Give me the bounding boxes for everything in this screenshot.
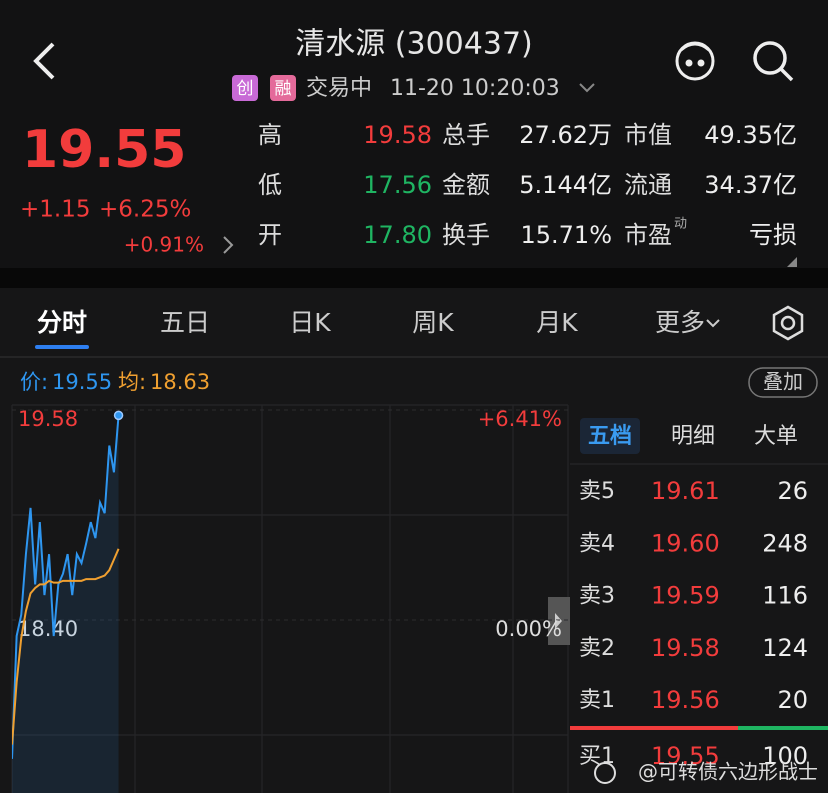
chart-bg — [0, 288, 828, 793]
avg-legend-value: 18.63 — [150, 370, 210, 394]
watermark: @可转债六边形战士 — [638, 760, 818, 784]
index-change: +0.91% — [124, 233, 204, 257]
stat-label: 换手 — [442, 221, 490, 249]
book-volume: 248 — [762, 529, 808, 557]
price-legend-value: 19.55 — [52, 370, 112, 394]
tab-underline — [35, 345, 89, 349]
book-volume: 26 — [777, 477, 808, 505]
stat-value: 17.56 — [363, 171, 432, 199]
expand-arrow[interactable] — [223, 236, 234, 254]
book-price: 19.60 — [651, 529, 720, 557]
back-button[interactable] — [33, 42, 55, 80]
status-chevron[interactable] — [579, 83, 595, 93]
overlay-button[interactable] — [748, 367, 818, 398]
stat-label: 金额 — [442, 171, 490, 199]
y2-tick-label: +6.41% — [478, 407, 562, 431]
book-tab[interactable]: 大单 — [754, 424, 798, 449]
book-side: 卖5 — [579, 479, 615, 504]
tab[interactable]: 更多 — [655, 308, 705, 337]
stat-label: 低 — [258, 171, 282, 199]
book-side: 卖4 — [579, 531, 615, 556]
book-price: 19.55 — [651, 742, 720, 770]
more-chevron[interactable] — [706, 319, 720, 328]
badge: 融 — [275, 79, 292, 99]
book-tab[interactable]: 五档 — [588, 424, 632, 449]
divider-band — [0, 268, 828, 288]
book-price: 19.61 — [651, 477, 720, 505]
book-side: 卖3 — [579, 584, 615, 609]
search-icon[interactable] — [753, 41, 794, 82]
tab[interactable]: 日K — [289, 308, 331, 337]
corner-mark — [787, 257, 797, 267]
badge-bg — [232, 75, 258, 101]
book-volume: 124 — [762, 634, 808, 662]
book-volume: 100 — [762, 742, 808, 770]
stat-value: 5.144亿 — [519, 171, 612, 199]
plot — [12, 415, 120, 793]
avatar-icon[interactable] — [675, 41, 715, 81]
y-tick-label: 19.58 — [18, 407, 78, 431]
stat-value: 27.62万 — [519, 121, 612, 149]
book-volume: 116 — [762, 582, 808, 610]
book-price: 19.56 — [651, 686, 720, 714]
avg-line — [12, 548, 120, 745]
trade-time: 11-20 10:20:03 — [390, 76, 560, 101]
stat-label: 开 — [258, 221, 282, 249]
last-price: 19.55 — [22, 120, 186, 180]
panel-toggle-arrow[interactable] — [555, 613, 562, 629]
buy-bar — [738, 726, 828, 730]
price-change-pct: +6.25% — [99, 197, 191, 223]
stat-label: 高 — [258, 121, 282, 149]
avg-legend-label: 均: — [118, 370, 146, 394]
book-side: 卖2 — [579, 636, 615, 661]
stat-value: 15.71% — [520, 221, 612, 249]
stat-value: 亏损 — [749, 221, 797, 249]
stat-label: 市盈 — [624, 221, 672, 249]
stat-value: 34.37亿 — [704, 171, 797, 199]
price-line — [12, 415, 120, 759]
price-change: +1.15 — [20, 197, 90, 223]
tab[interactable]: 月K — [536, 308, 578, 337]
stat-label: 总手 — [442, 121, 490, 149]
stat-value: 17.80 — [363, 221, 432, 249]
last-price-dot — [113, 410, 124, 421]
stat-label: 市值 — [624, 121, 672, 149]
book-volume: 20 — [777, 686, 808, 714]
book-price: 19.58 — [651, 634, 720, 662]
tab[interactable]: 分时 — [37, 308, 87, 337]
y2-tick-label: 0.00% — [495, 617, 562, 641]
trade-status: 交易中 — [306, 76, 372, 101]
sell-bar — [570, 726, 738, 730]
overlay-button-label[interactable]: 叠加 — [763, 370, 803, 394]
price-legend-label: 价: — [20, 370, 48, 394]
badge-bg — [270, 75, 296, 101]
price-area — [12, 415, 119, 793]
stat-superscript: 动 — [674, 217, 687, 232]
tab[interactable]: 周K — [412, 308, 454, 337]
book-price: 19.59 — [651, 582, 720, 610]
stat-value: 49.35亿 — [704, 121, 797, 149]
book-side: 卖1 — [579, 688, 615, 713]
active-book-tab-bg — [580, 418, 640, 454]
settings-icon[interactable] — [772, 305, 804, 341]
badge: 创 — [237, 79, 254, 99]
stock-title: 清水源 (300437) — [295, 27, 532, 62]
book-tab[interactable]: 明细 — [671, 424, 715, 449]
stat-label: 流通 — [624, 171, 672, 199]
chart-grid — [11, 404, 569, 793]
y-tick-label: 18.40 — [18, 617, 78, 641]
stat-value: 19.58 — [363, 121, 432, 149]
tab[interactable]: 五日 — [160, 308, 210, 337]
weibo-icon — [594, 762, 616, 784]
